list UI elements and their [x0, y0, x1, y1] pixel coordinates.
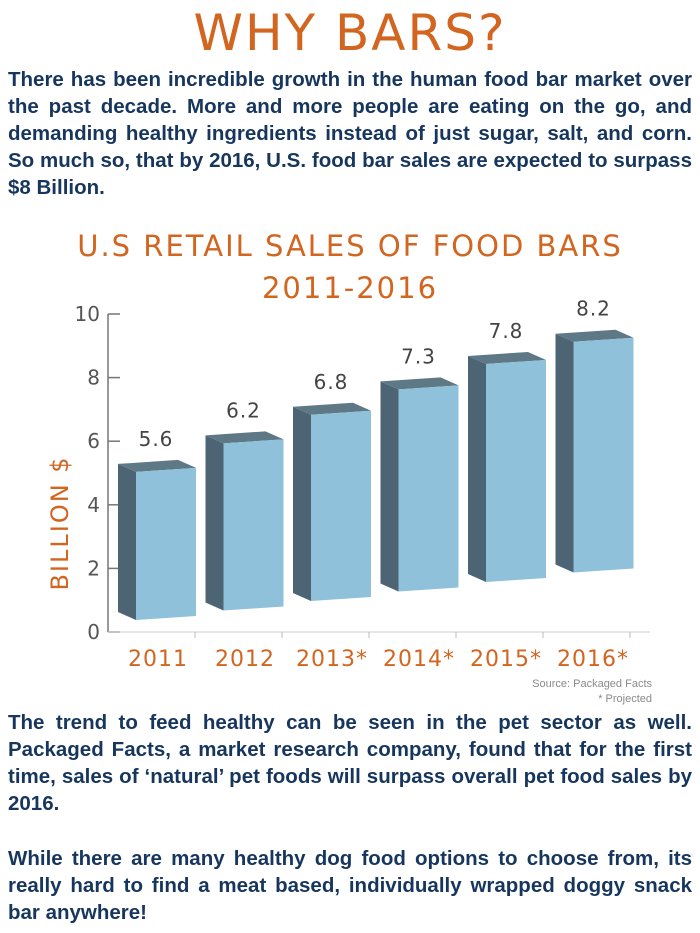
bar-top: [293, 402, 371, 415]
x-tick-label: 2012: [215, 647, 275, 672]
bar: [398, 385, 459, 592]
bar-chart: 0 2 4 6 8 10 BILLION $ 5.6 2011 6.2 2012 6.8 2013* 7.…: [46, 297, 650, 672]
intro-paragraph: There has been incredible growth in the …: [8, 68, 692, 199]
x-tick-label: 2011: [128, 647, 188, 672]
bar-top: [205, 431, 284, 444]
bar-value-label: 6.2: [226, 398, 261, 422]
y-tick-label: 10: [75, 302, 100, 326]
y-tick-label: 2: [87, 556, 100, 580]
chart-title: U.S RETAIL SALES OF FOOD BARS: [77, 229, 623, 263]
chart-subtitle: 2011-2016: [261, 271, 439, 305]
bar-value-label: 5.6: [139, 427, 174, 451]
bar-value-label: 7.8: [489, 319, 524, 343]
pet-trend-paragraph: The trend to feed healthy can be seen in…: [8, 711, 692, 815]
bar-side: [380, 381, 399, 592]
bar-value-label: 6.8: [314, 370, 349, 394]
bar-side: [293, 406, 311, 601]
x-tick-label: 2015*: [470, 647, 542, 672]
x-tick-label: 2016*: [557, 647, 629, 672]
bar-side: [468, 355, 486, 582]
bar-side: [205, 435, 224, 611]
bar-top: [468, 351, 546, 364]
y-tick-label: 4: [87, 493, 100, 517]
y-tick-label: 8: [87, 366, 100, 390]
page-title: WHY BARS?: [193, 4, 507, 62]
closing-paragraph: While there are many healthy dog food op…: [8, 847, 692, 924]
bar-top: [380, 377, 459, 390]
bar-value-label: 8.2: [576, 297, 611, 321]
y-tick-label: 0: [87, 620, 100, 644]
x-tick-label: 2013*: [296, 647, 368, 672]
bar: [223, 439, 284, 611]
bar-side: [555, 333, 574, 573]
bar-top: [118, 459, 196, 472]
y-tick-label: 6: [87, 429, 100, 453]
bar: [573, 337, 634, 573]
x-tick-label: 2014*: [383, 647, 455, 672]
bar: [311, 410, 371, 601]
bar-top: [555, 329, 634, 342]
y-axis-title: BILLION $: [46, 455, 74, 590]
bar: [486, 359, 546, 582]
bar-side: [118, 463, 136, 620]
bar-value-label: 7.3: [401, 344, 436, 368]
bar: [136, 467, 196, 620]
projected-note: * Projected: [598, 693, 652, 705]
chart-source: Source: Packaged Facts: [532, 678, 652, 690]
